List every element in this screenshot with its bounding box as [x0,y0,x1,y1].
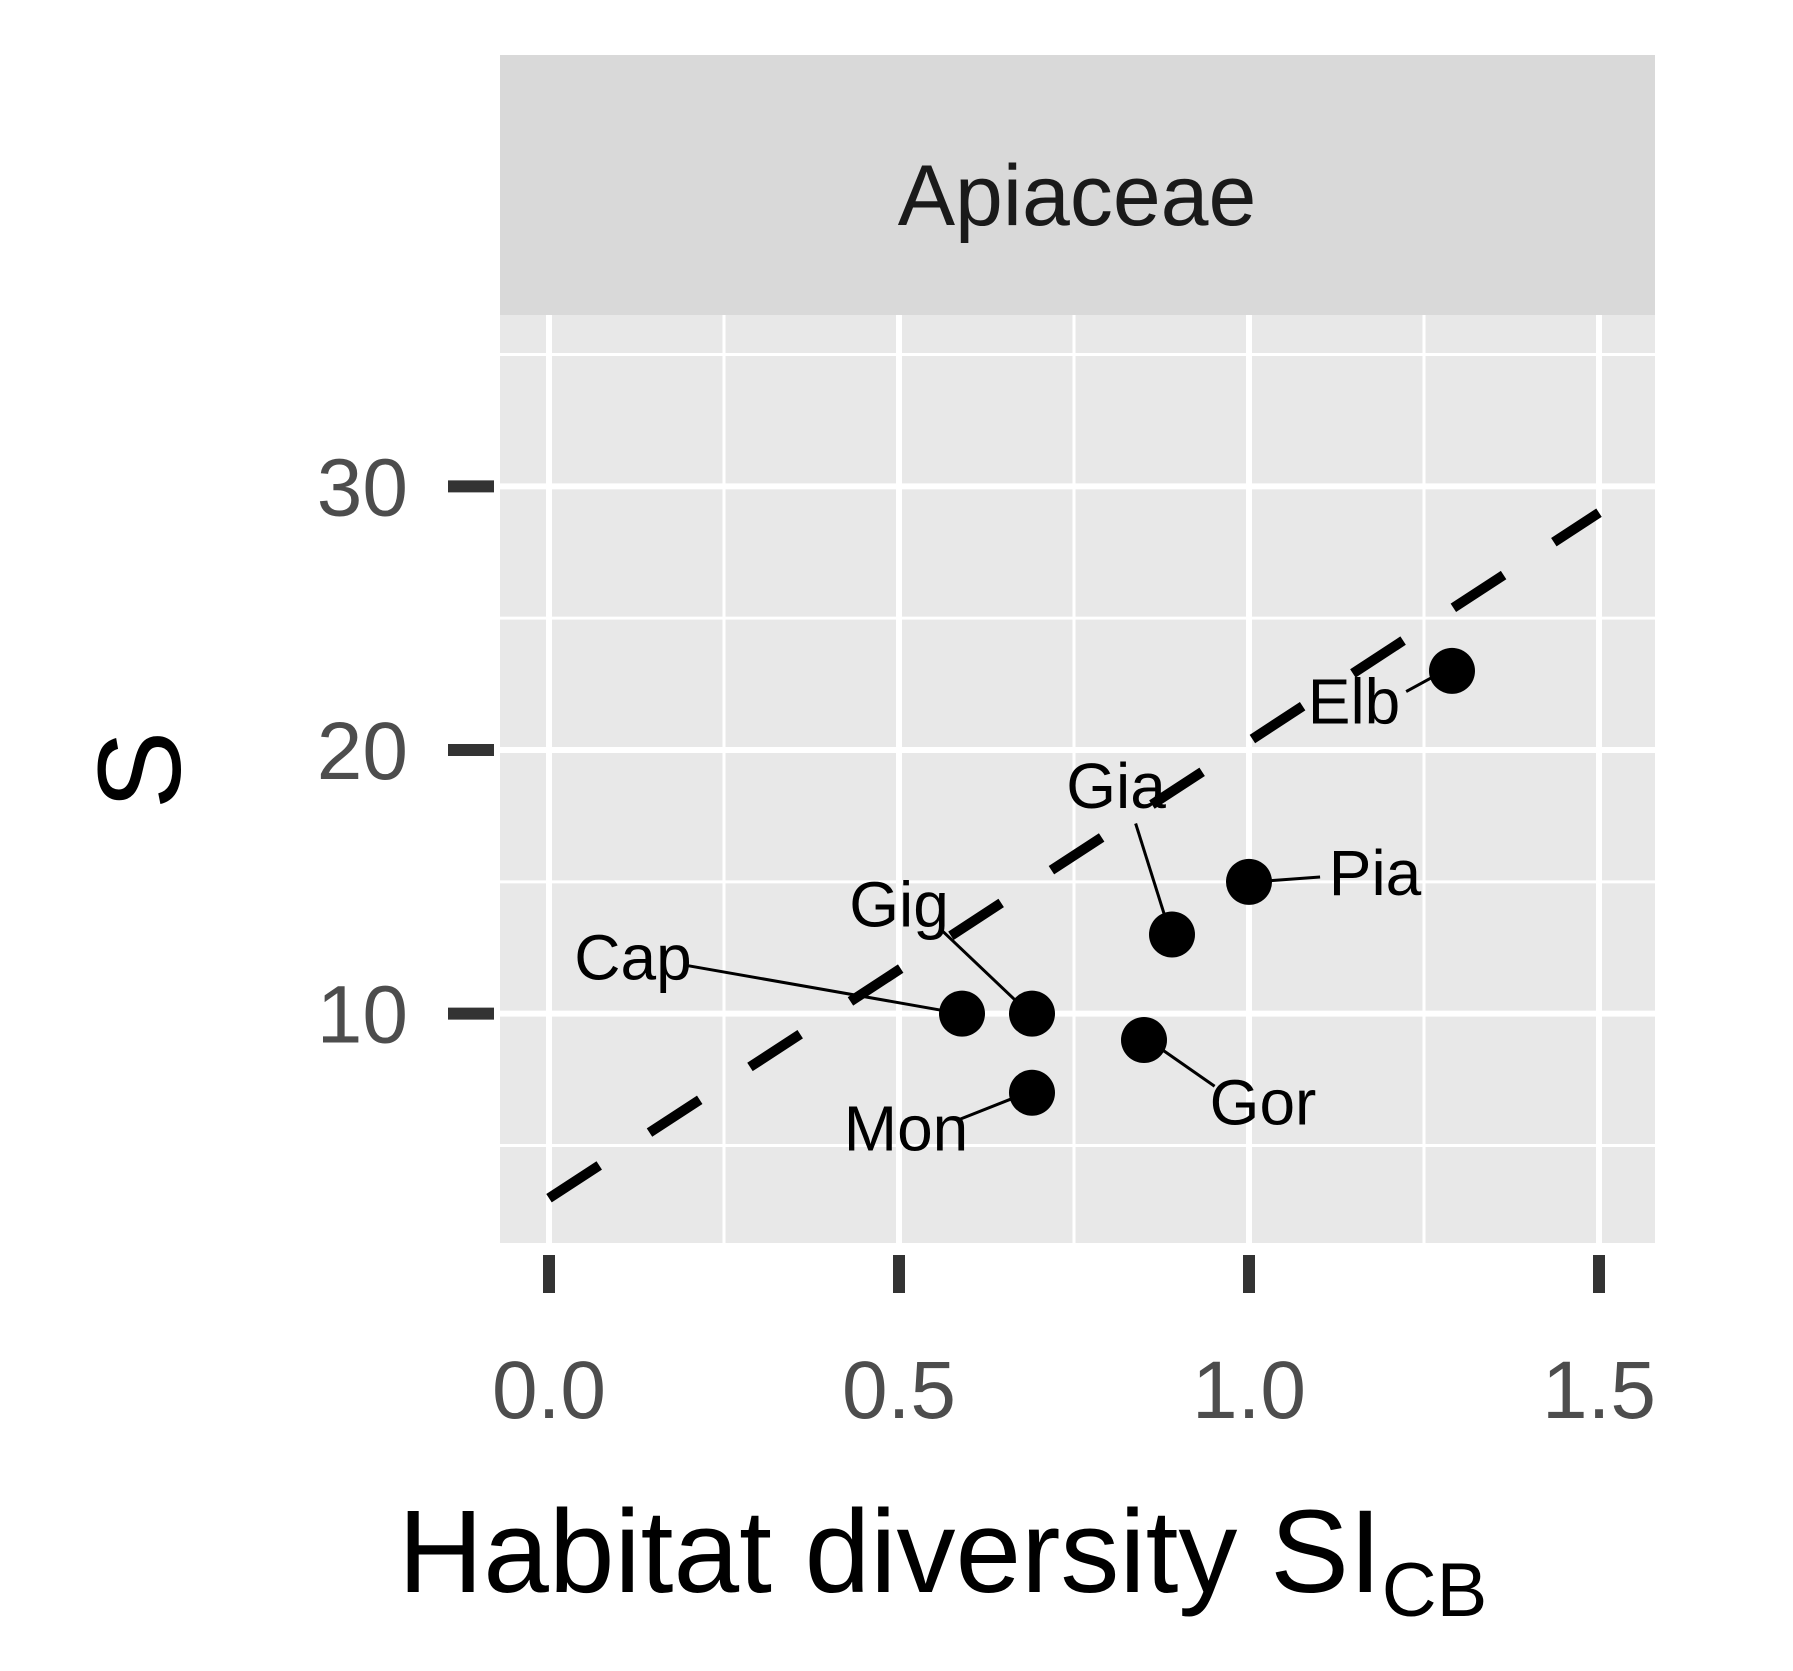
x-axis-title-sub: CB [1382,1548,1488,1633]
x-axis-ticks: 0.0 0.5 1.0 1.5 [492,1255,1656,1436]
fit-line [546,508,1602,1203]
grid-major [500,315,1655,1243]
point-labels: Cap Gig Mon Gor Gia Pia Elb [574,666,1421,1165]
point-label-gig: Gig [849,869,949,941]
point-cap [939,990,985,1037]
strip-background [500,55,1655,315]
point-elb [1429,647,1475,694]
y-tick-label-1: 20 [317,706,408,797]
x-axis-title-main: Habitat diversity SI [398,1486,1382,1618]
y-tick-label-2: 30 [317,442,408,533]
label-leaders [687,676,1432,1122]
leader-gig [940,929,1016,1001]
leader-gia [1134,823,1166,915]
point-label-gor: Gor [1210,1066,1317,1138]
point-label-mon: Mon [844,1093,969,1165]
x-tick-label-1: 0.5 [842,1345,956,1436]
y-axis-ticks: 10 20 30 [317,442,494,1061]
point-label-pia: Pia [1329,837,1422,909]
point-label-elb: Elb [1308,666,1401,738]
y-axis-title: S [74,731,206,810]
x-axis-title: Habitat diversity SICB [398,1486,1487,1633]
leader-pia [1270,875,1321,883]
leader-cap [687,964,941,1012]
point-mon [1009,1069,1055,1116]
point-label-gia: Gia [1066,750,1166,822]
plot-background [500,315,1655,1243]
point-label-cap: Cap [574,921,691,993]
point-pia [1226,858,1272,905]
fit-line-dashed [546,508,1602,1203]
point-gia [1149,911,1195,958]
leader-elb [1405,676,1432,693]
point-gig [1009,990,1055,1037]
x-tick-label-2: 1.0 [1192,1345,1306,1436]
leader-mon [958,1097,1012,1122]
data-points [939,647,1475,1116]
panel-title: Apiaceae [898,148,1257,244]
point-gor [1121,1017,1167,1063]
leader-gor [1162,1049,1216,1088]
grid-minor [500,315,1655,1243]
y-tick-label-0: 10 [317,970,408,1061]
x-tick-label-3: 1.5 [1542,1345,1656,1436]
x-tick-label-0: 0.0 [492,1345,606,1436]
